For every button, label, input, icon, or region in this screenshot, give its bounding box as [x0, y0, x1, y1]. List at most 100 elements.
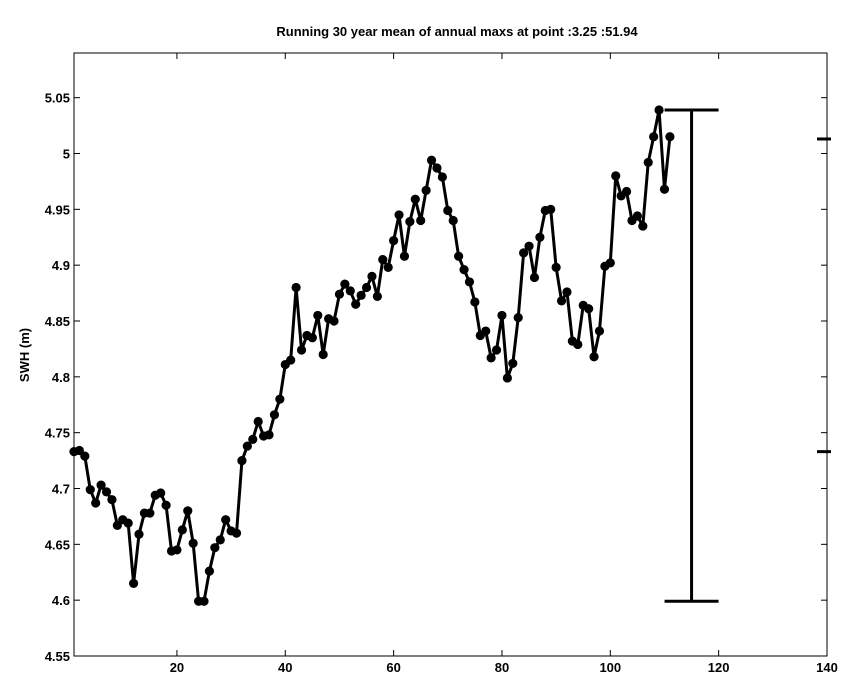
data-point	[529, 272, 540, 283]
data-point	[286, 355, 296, 365]
data-point	[242, 441, 252, 451]
data-point	[535, 232, 545, 242]
data-point	[632, 211, 642, 221]
data-point	[183, 506, 193, 516]
data-point	[497, 310, 507, 321]
data-point	[145, 508, 155, 518]
y-tick-label: 5	[63, 147, 70, 162]
data-point	[345, 286, 355, 296]
y-tick-label: 4.75	[45, 426, 70, 441]
data-point	[334, 289, 345, 299]
x-tick-label: 100	[599, 660, 621, 675]
y-tick-label: 4.85	[45, 314, 70, 329]
data-point	[356, 290, 366, 300]
data-point	[313, 310, 323, 321]
range-bar	[664, 108, 719, 603]
data-point	[210, 543, 220, 553]
data-point	[426, 155, 437, 165]
series-points	[69, 105, 675, 606]
chart-title: Running 30 year mean of annual maxs at p…	[276, 24, 638, 39]
data-point	[421, 185, 431, 195]
data-point	[594, 326, 605, 336]
data-point	[524, 241, 534, 251]
data-point	[156, 488, 166, 498]
data-point	[378, 254, 388, 265]
x-axis-ticks: 20 40 60 80 100 120 140	[170, 53, 838, 675]
data-point	[508, 358, 518, 369]
y-tick-label: 4.65	[45, 537, 70, 552]
data-point	[394, 210, 404, 220]
plot-frame	[73, 52, 828, 657]
data-point	[101, 487, 112, 497]
data-point	[584, 304, 594, 314]
data-point	[372, 291, 382, 302]
data-point	[253, 416, 263, 427]
data-point	[649, 132, 659, 142]
y-tick-label: 5.05	[45, 91, 70, 106]
data-point	[80, 451, 90, 461]
data-point	[416, 215, 426, 226]
data-point	[432, 163, 442, 173]
data-point	[329, 316, 339, 326]
data-point	[519, 248, 529, 258]
y-tick-label: 4.8	[52, 370, 70, 385]
data-point	[464, 277, 475, 287]
data-point	[573, 339, 583, 350]
data-point	[264, 430, 274, 440]
x-tick-label: 40	[278, 660, 292, 675]
data-point	[351, 299, 361, 309]
data-point	[340, 279, 350, 289]
data-point	[502, 373, 512, 383]
data-point	[383, 262, 393, 272]
x-tick-label: 20	[170, 660, 184, 675]
data-point	[643, 157, 653, 168]
data-point	[556, 296, 567, 306]
data-point	[307, 333, 317, 343]
data-point	[177, 525, 187, 535]
data-point	[275, 394, 285, 404]
data-point	[215, 535, 225, 545]
data-point	[589, 352, 599, 362]
data-point	[448, 215, 458, 226]
data-point	[437, 172, 447, 182]
data-point	[188, 538, 198, 548]
data-point	[454, 251, 464, 261]
data-point	[318, 349, 328, 360]
data-point	[659, 184, 670, 194]
data-point	[204, 566, 215, 576]
data-point	[551, 262, 561, 272]
right-axis-ticks	[817, 137, 831, 454]
x-tick-label: 60	[386, 660, 400, 675]
data-point	[621, 186, 632, 197]
y-tick-label: 4.7	[52, 482, 70, 497]
y-tick-label: 4.6	[52, 593, 70, 608]
data-point	[237, 455, 247, 466]
data-point	[389, 236, 399, 246]
y-axis-label: SWH (m)	[17, 328, 32, 382]
data-point	[405, 217, 415, 227]
y-axis-ticks: 4.55 4.6 4.65 4.7 4.75 4.8 4.85 4.9 4.95 5 5.05	[45, 91, 827, 664]
data-point	[85, 485, 95, 495]
y-tick-label: 4.55	[45, 649, 70, 664]
data-point	[491, 345, 502, 355]
data-point	[123, 518, 133, 528]
data-point	[128, 578, 139, 589]
series-line	[73, 108, 672, 603]
data-point	[248, 434, 258, 444]
data-point	[91, 498, 101, 508]
data-point	[638, 221, 648, 231]
data-point	[605, 258, 615, 268]
data-point	[399, 251, 410, 261]
data-point	[611, 171, 621, 181]
data-point	[562, 287, 572, 297]
data-point	[410, 194, 420, 204]
data-point	[269, 410, 280, 420]
data-point	[367, 271, 377, 281]
data-point	[459, 265, 469, 275]
data-point	[470, 297, 480, 307]
data-point	[296, 345, 307, 355]
data-point	[134, 529, 144, 539]
data-point	[361, 282, 372, 293]
data-point	[199, 596, 209, 606]
